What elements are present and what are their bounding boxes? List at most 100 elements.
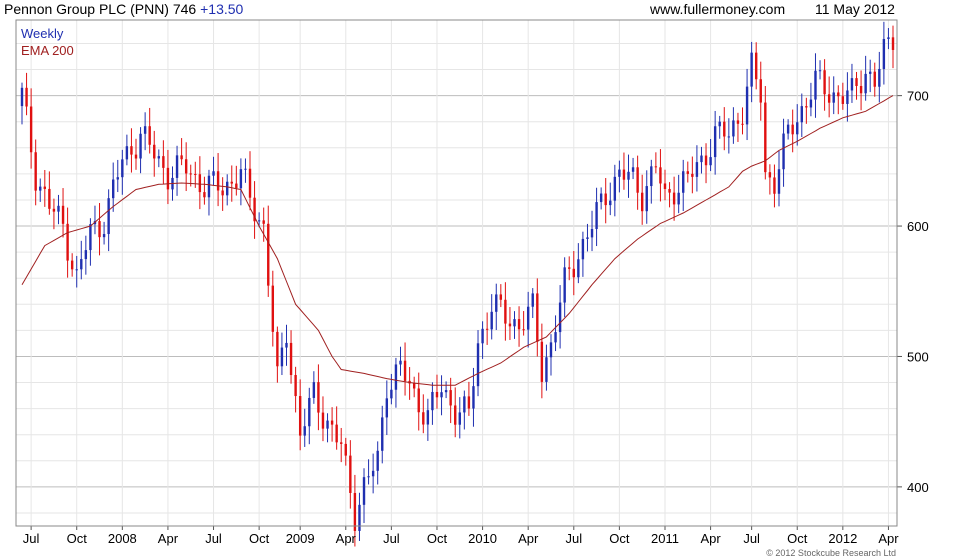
candle-body: [403, 360, 407, 381]
candle-body: [504, 299, 507, 324]
candle-body: [613, 176, 617, 201]
candle-body: [344, 443, 347, 456]
candle-body: [618, 169, 621, 177]
plot-border: [15, 19, 898, 527]
candle-body: [572, 268, 575, 278]
candle-body: [358, 504, 361, 531]
candle-body: [244, 168, 247, 170]
candle-body: [472, 386, 475, 409]
candle-body: [102, 234, 106, 238]
candle-body: [235, 183, 238, 189]
candle-body: [25, 87, 28, 107]
candle-body: [526, 306, 530, 330]
candle-body: [390, 389, 393, 399]
candle-body: [226, 181, 229, 196]
x-tick-label: Apr: [518, 531, 539, 546]
x-tick-label: 2011: [651, 531, 679, 546]
candle-body: [568, 267, 571, 269]
candle-body: [741, 123, 744, 125]
chart-header: Pennon Group PLC (PNN) 746 +13.50 www.fu…: [0, 0, 980, 20]
candle-body: [490, 311, 493, 330]
price-change: +13.50: [200, 1, 244, 17]
candle-body: [718, 121, 721, 127]
candle-body: [349, 455, 352, 493]
candle-body: [713, 126, 717, 158]
candle-body: [549, 342, 553, 358]
candle-body: [112, 179, 115, 199]
candle-body: [426, 410, 430, 425]
candle-body: [70, 260, 74, 270]
candle-body: [376, 450, 379, 471]
candle-body: [782, 133, 785, 170]
candle-body: [162, 156, 165, 168]
candle-body: [52, 208, 56, 212]
candle-body: [581, 238, 585, 260]
candle-body: [604, 193, 607, 206]
candle-body: [221, 190, 224, 196]
candle-body: [194, 173, 197, 175]
candle-body: [48, 188, 51, 209]
candle-body: [636, 167, 639, 193]
candle-body: [189, 173, 192, 175]
candle-body: [57, 205, 60, 212]
candle-body: [773, 177, 776, 194]
candle-body: [723, 121, 726, 137]
y-tick-label: 600: [907, 219, 929, 234]
website-link[interactable]: www.fullermoney.com: [650, 1, 786, 17]
candle-body: [203, 192, 206, 198]
ema-200-line: [21, 95, 894, 386]
candle-body: [841, 96, 845, 104]
candle-body: [308, 397, 311, 427]
x-tick-label: Jul: [743, 531, 760, 546]
x-tick-label: Jul: [383, 531, 400, 546]
candle-body: [485, 328, 489, 330]
candle-body: [230, 181, 233, 184]
candle-body: [659, 167, 662, 184]
candle-body: [121, 159, 124, 178]
candle-body: [216, 171, 220, 191]
candle-body: [818, 70, 822, 72]
candle-body: [207, 175, 211, 198]
candle-body: [312, 382, 316, 398]
candle-body: [590, 229, 594, 238]
candle-body: [280, 347, 284, 367]
x-tick-label: Apr: [878, 531, 899, 546]
y-axis: 400 500 600 700: [897, 89, 929, 495]
candle-body: [75, 269, 78, 271]
candle-body: [435, 391, 439, 398]
candle-body: [362, 477, 366, 505]
candle-body: [791, 124, 794, 135]
candle-body: [800, 106, 803, 123]
candle-body: [66, 223, 69, 261]
x-tick-label: Apr: [336, 531, 357, 546]
candle-body: [691, 173, 694, 177]
candle-body: [645, 186, 648, 212]
x-tick-label: 2012: [828, 531, 857, 546]
y-tick-label: 700: [907, 89, 929, 104]
candle-body: [262, 220, 265, 224]
candle-body: [61, 205, 65, 224]
candle-body: [198, 174, 202, 193]
candle-body: [663, 183, 667, 189]
x-tick-label: Oct: [67, 531, 88, 546]
candle-body: [736, 120, 740, 124]
candle-body: [777, 169, 781, 194]
candle-body: [143, 126, 147, 134]
candle-body: [399, 360, 402, 365]
candle-body: [130, 146, 133, 155]
candle-body: [303, 426, 306, 436]
candles: [20, 21, 895, 547]
candle-body: [827, 94, 831, 103]
candle-body: [873, 71, 876, 87]
x-tick-label: 2010: [468, 531, 497, 546]
candle-body: [89, 224, 92, 251]
candle-body: [39, 186, 42, 191]
candle-body: [444, 390, 448, 393]
candle-body: [595, 202, 598, 230]
candle-body: [786, 124, 790, 134]
candle-body: [367, 476, 370, 478]
candle-body: [440, 392, 443, 398]
candle-body: [467, 396, 471, 409]
chart-title: Pennon Group PLC (PNN) 746 +13.50: [4, 1, 243, 17]
